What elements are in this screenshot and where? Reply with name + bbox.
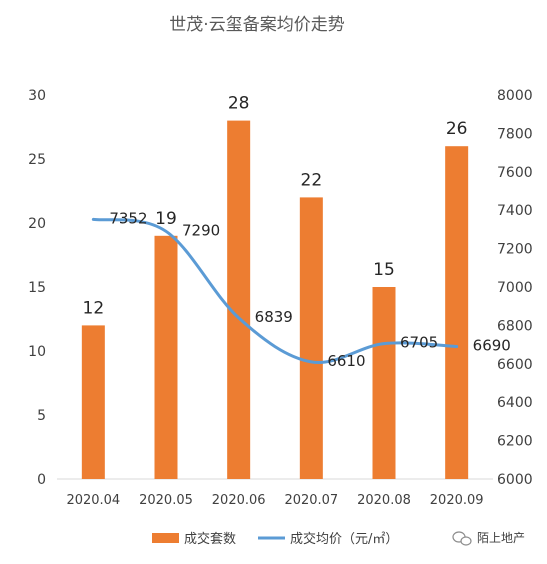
right-tick-label: 7400 xyxy=(497,203,533,219)
watermark-text: 陌上地产 xyxy=(477,531,525,545)
bar xyxy=(372,287,396,479)
bar xyxy=(445,146,469,479)
line-data-label: 6610 xyxy=(327,352,365,370)
right-tick-label: 7600 xyxy=(497,165,533,181)
x-tick-label: 2020.07 xyxy=(284,493,338,508)
x-tick-label: 2020.05 xyxy=(139,493,193,508)
line-data-label: 7290 xyxy=(182,221,220,239)
bar xyxy=(154,235,178,479)
left-axis-ticks: 0 5 10 15 20 25 30 xyxy=(28,88,46,488)
right-tick-label: 7800 xyxy=(497,126,533,142)
bar xyxy=(227,120,251,479)
left-tick-label: 15 xyxy=(28,280,46,296)
x-tick-label: 2020.04 xyxy=(66,493,120,508)
left-tick-label: 25 xyxy=(28,152,46,168)
bar-data-label: 12 xyxy=(83,298,105,318)
x-axis-ticks: 2020.04 2020.05 2020.06 2020.07 2020.08 2020.… xyxy=(66,493,483,508)
right-axis-ticks: 6000 6200 6400 6600 6800 7000 7200 7400 7600 7800… xyxy=(497,88,533,488)
bar xyxy=(81,325,105,479)
left-tick-label: 30 xyxy=(28,88,46,104)
right-tick-label: 6000 xyxy=(497,472,533,488)
legend-swatch-bar xyxy=(152,533,179,543)
line-series: 7352 7290 6839 6610 6705 6690 xyxy=(91,209,511,370)
x-tick-label: 2020.06 xyxy=(212,493,266,508)
line-data-label: 6705 xyxy=(400,334,438,352)
chart-title: 世茂·云玺备案均价走势 xyxy=(169,15,344,35)
bar-data-label: 15 xyxy=(373,260,395,280)
x-tick-label: 2020.08 xyxy=(357,493,411,508)
left-tick-label: 0 xyxy=(37,472,46,488)
right-tick-label: 6200 xyxy=(497,434,533,450)
wechat-icon xyxy=(452,531,472,546)
right-tick-label: 8000 xyxy=(497,88,533,104)
bar-series: 12 19 28 22 15 26 xyxy=(81,94,469,479)
line-data-label: 6839 xyxy=(255,308,293,326)
left-tick-label: 5 xyxy=(37,408,46,424)
right-tick-label: 7000 xyxy=(497,280,533,296)
right-tick-label: 7200 xyxy=(497,242,533,258)
bar-data-label: 19 xyxy=(155,209,177,229)
bar-data-label: 28 xyxy=(228,94,250,114)
watermark: 陌上地产 xyxy=(452,531,525,546)
left-tick-label: 10 xyxy=(28,344,46,360)
bar-data-label: 22 xyxy=(301,170,323,190)
line-data-label: 7352 xyxy=(109,209,147,227)
line-data-label: 6690 xyxy=(473,337,511,355)
bar xyxy=(299,197,323,479)
right-tick-label: 6600 xyxy=(497,357,533,373)
x-tick-label: 2020.09 xyxy=(430,493,484,508)
left-tick-label: 20 xyxy=(28,216,46,232)
price-line xyxy=(91,217,459,364)
legend: 成交套数 成交均价（元/㎡） xyxy=(152,531,398,547)
legend-label-bar: 成交套数 xyxy=(184,531,236,547)
bar-data-label: 26 xyxy=(446,119,468,139)
right-tick-label: 6800 xyxy=(497,318,533,334)
right-tick-label: 6400 xyxy=(497,395,533,411)
legend-label-line: 成交均价（元/㎡） xyxy=(290,531,398,547)
